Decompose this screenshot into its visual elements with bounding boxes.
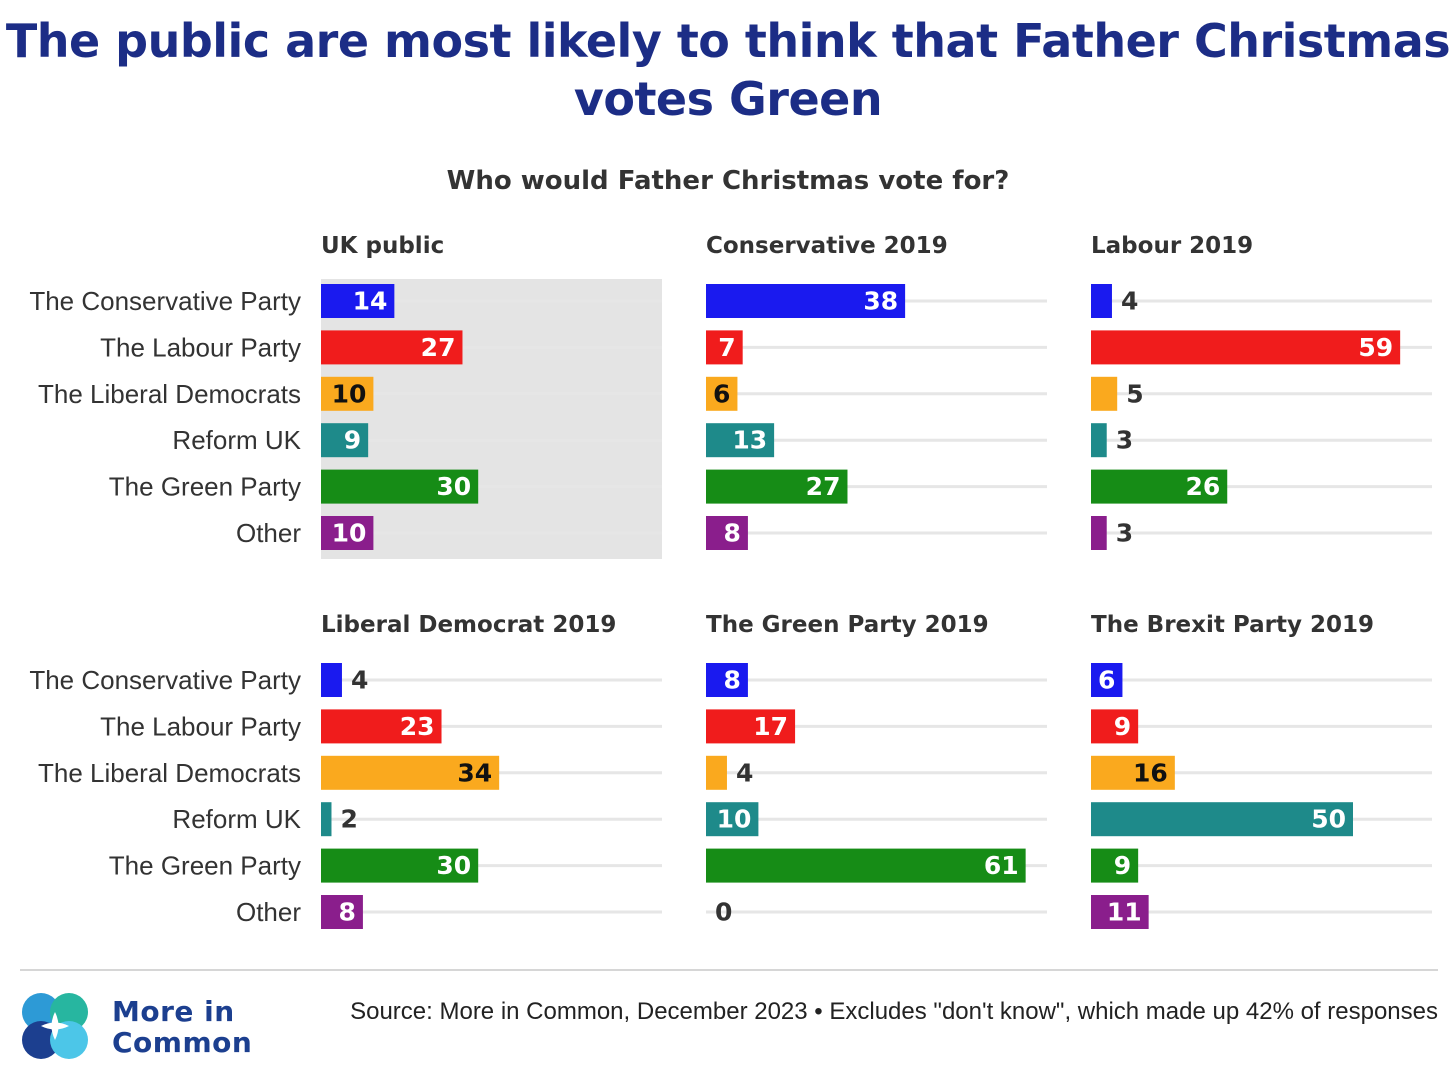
bar-uk-public-other (321, 516, 374, 550)
value-label-uk-public-the-conservative-party: 14 (353, 287, 388, 316)
panel-title-uk-public: UK public (321, 233, 444, 259)
category-label-the-labour-party: The Labour Party (100, 332, 301, 362)
bar-conservative-2019-the-labour-party (706, 330, 743, 365)
bar-conservative-2019-the-conservative-party (706, 284, 906, 318)
value-label-labour-2019-other: 3 (1116, 519, 1133, 548)
value-label-conservative-2019-reform-uk: 13 (732, 426, 767, 455)
small-multiples-bar-charts: UK public The Conservative Party 14 The Lab… (29, 233, 1432, 929)
bar-labour-2019-the-labour-party (1091, 330, 1401, 365)
panel-title-labour-2019: Labour 2019 (1091, 233, 1253, 259)
value-label-the-green-party-2019-the-liberal-democrats: 4 (736, 758, 753, 787)
chart-subtitle: Who would Father Christmas vote for? (446, 166, 1010, 196)
value-label-liberal-democrat-2019-the-labour-party: 23 (400, 712, 435, 741)
bar-liberal-democrat-2019-other (321, 895, 363, 929)
panel-title-the-brexit-party-2019: The Brexit Party 2019 (1091, 612, 1374, 638)
bar-the-brexit-party-2019-reform-uk (1091, 802, 1353, 837)
bar-liberal-democrat-2019-the-labour-party (321, 709, 442, 744)
value-label-conservative-2019-the-conservative-party: 38 (863, 287, 898, 316)
logo-wordmark: More in Common (112, 996, 252, 1058)
value-label-labour-2019-the-liberal-democrats: 5 (1126, 379, 1143, 408)
bar-liberal-democrat-2019-reform-uk (321, 802, 332, 837)
bar-the-green-party-2019-the-labour-party (706, 709, 796, 744)
category-label-the-labour-party: The Labour Party (100, 711, 301, 741)
value-label-the-brexit-party-2019-the-green-party: 9 (1114, 851, 1131, 880)
bar-the-green-party-2019-the-conservative-party (706, 663, 748, 697)
value-label-conservative-2019-the-labour-party: 7 (718, 333, 735, 362)
bar-uk-public-reform-uk (321, 423, 369, 458)
value-label-uk-public-the-labour-party: 27 (421, 333, 456, 362)
bar-the-green-party-2019-the-liberal-democrats (706, 755, 727, 790)
panel-title-liberal-democrat-2019: Liberal Democrat 2019 (321, 612, 616, 638)
value-label-the-green-party-2019-the-green-party: 61 (984, 851, 1019, 880)
bar-labour-2019-the-green-party (1091, 469, 1228, 504)
value-label-conservative-2019-the-liberal-democrats: 6 (713, 379, 730, 408)
bar-the-brexit-party-2019-the-labour-party (1091, 709, 1139, 744)
bar-the-brexit-party-2019-the-liberal-democrats (1091, 755, 1175, 790)
bar-conservative-2019-the-liberal-democrats (706, 376, 738, 411)
value-label-the-brexit-party-2019-other: 11 (1107, 898, 1142, 927)
value-label-conservative-2019-other: 8 (724, 519, 741, 548)
bar-conservative-2019-other (706, 516, 748, 550)
chart-title: The public are most likely to think that… (5, 14, 1451, 126)
value-label-uk-public-other: 10 (332, 519, 367, 548)
bar-conservative-2019-the-green-party (706, 469, 848, 504)
bar-liberal-democrat-2019-the-green-party (321, 848, 479, 883)
logo-line-2: Common (112, 1026, 253, 1059)
bar-labour-2019-the-conservative-party (1091, 284, 1112, 318)
category-label-other: Other (236, 897, 301, 927)
footer-divider (20, 969, 1438, 971)
bar-conservative-2019-reform-uk (706, 423, 775, 458)
logo-line-1: More in (112, 995, 235, 1028)
bar-the-brexit-party-2019-the-conservative-party (1091, 663, 1123, 697)
value-label-uk-public-the-liberal-democrats: 10 (332, 379, 367, 408)
value-label-the-green-party-2019-the-labour-party: 17 (753, 712, 788, 741)
category-label-the-conservative-party: The Conservative Party (29, 286, 301, 316)
panel-title-the-green-party-2019: The Green Party 2019 (706, 612, 989, 638)
category-label-other: Other (236, 518, 301, 548)
category-label-reform-uk: Reform UK (172, 425, 301, 455)
value-label-liberal-democrat-2019-other: 8 (339, 898, 356, 927)
bar-liberal-democrat-2019-the-liberal-democrats (321, 755, 500, 790)
bar-labour-2019-reform-uk (1091, 423, 1107, 458)
more-in-common-logo-icon (22, 993, 88, 1059)
value-label-the-green-party-2019-reform-uk: 10 (717, 805, 752, 834)
value-label-the-green-party-2019-the-conservative-party: 8 (724, 666, 741, 695)
value-label-the-green-party-2019-other: 0 (715, 898, 732, 927)
bar-uk-public-the-green-party (321, 469, 479, 504)
category-label-the-green-party: The Green Party (109, 472, 301, 502)
value-label-the-brexit-party-2019-the-conservative-party: 6 (1098, 666, 1115, 695)
value-label-labour-2019-the-conservative-party: 4 (1121, 287, 1138, 316)
value-label-the-brexit-party-2019-the-labour-party: 9 (1114, 712, 1131, 741)
source-note: Source: More in Common, December 2023 • … (350, 998, 1438, 1025)
panel-title-conservative-2019: Conservative 2019 (706, 233, 948, 259)
bar-labour-2019-other (1091, 516, 1107, 550)
bar-uk-public-the-liberal-democrats (321, 376, 374, 411)
bar-the-brexit-party-2019-other (1091, 895, 1149, 929)
value-label-the-brexit-party-2019-the-liberal-democrats: 16 (1133, 758, 1168, 787)
value-label-labour-2019-reform-uk: 3 (1116, 426, 1133, 455)
category-label-the-liberal-democrats: The Liberal Democrats (38, 379, 301, 409)
value-label-liberal-democrat-2019-the-liberal-democrats: 34 (457, 758, 492, 787)
bar-labour-2019-the-liberal-democrats (1091, 376, 1118, 411)
bar-the-green-party-2019-reform-uk (706, 802, 759, 837)
value-label-liberal-democrat-2019-the-green-party: 30 (436, 851, 471, 880)
category-label-reform-uk: Reform UK (172, 804, 301, 834)
value-label-the-brexit-party-2019-reform-uk: 50 (1311, 805, 1346, 834)
bar-the-green-party-2019-the-green-party (706, 848, 1026, 883)
bar-uk-public-the-conservative-party (321, 284, 395, 318)
category-label-the-conservative-party: The Conservative Party (29, 665, 301, 695)
value-label-uk-public-reform-uk: 9 (344, 426, 361, 455)
bar-liberal-democrat-2019-the-conservative-party (321, 663, 342, 697)
value-label-uk-public-the-green-party: 30 (436, 472, 471, 501)
bar-uk-public-the-labour-party (321, 330, 463, 365)
value-label-liberal-democrat-2019-the-conservative-party: 4 (351, 666, 368, 695)
panel-highlight-uk-public (321, 279, 662, 559)
category-label-the-liberal-democrats: The Liberal Democrats (38, 758, 301, 788)
value-label-conservative-2019-the-green-party: 27 (806, 472, 841, 501)
category-label-the-green-party: The Green Party (109, 851, 301, 881)
value-label-labour-2019-the-labour-party: 59 (1358, 333, 1393, 362)
value-label-labour-2019-the-green-party: 26 (1185, 472, 1220, 501)
value-label-liberal-democrat-2019-reform-uk: 2 (340, 805, 357, 834)
bar-the-brexit-party-2019-the-green-party (1091, 848, 1139, 883)
